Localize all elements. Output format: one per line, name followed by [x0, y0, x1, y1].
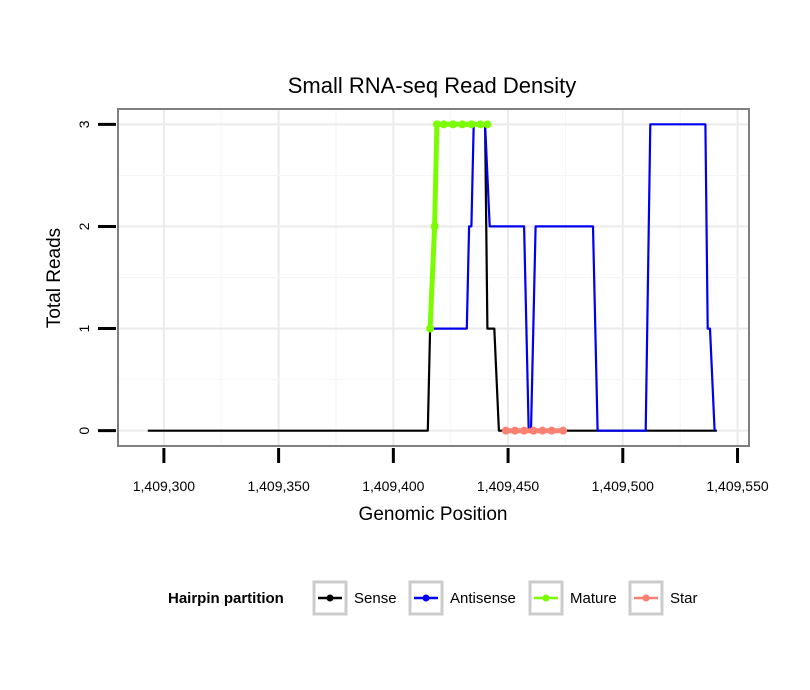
legend-label: Mature	[570, 590, 617, 607]
x-tick-label: 1,409,350	[247, 478, 309, 494]
series-mature	[426, 120, 492, 333]
data-point-mature	[476, 120, 485, 129]
data-point-star	[501, 426, 510, 435]
series-layer	[147, 120, 717, 435]
legend: Hairpin partition Sense Antisense Mature St…	[168, 580, 698, 616]
data-point-mature	[439, 120, 448, 129]
x-tick-label: 1,409,400	[362, 478, 424, 494]
legend-key-point	[422, 594, 430, 602]
series-star	[501, 426, 568, 435]
x-tick-label: 1,409,500	[592, 478, 654, 494]
x-tick-label: 1,409,300	[133, 478, 195, 494]
legend-item-star: Star	[628, 580, 698, 616]
y-tick-label: 0	[76, 427, 92, 435]
legend-key-point	[542, 594, 550, 602]
data-point-mature	[467, 120, 476, 129]
data-point-mature	[458, 120, 467, 129]
data-point-mature	[449, 120, 458, 129]
x-axis-label: Genomic Position	[359, 504, 508, 525]
data-point-mature	[426, 324, 435, 333]
legend-label: Star	[670, 590, 698, 607]
data-point-star	[559, 426, 568, 435]
x-tick-label: 1,409,450	[477, 478, 539, 494]
data-point-star	[538, 426, 547, 435]
data-point-star	[510, 426, 519, 435]
legend-item-sense: Sense	[312, 580, 397, 616]
y-tick-label: 3	[76, 120, 92, 128]
x-tick-label: 1,409,550	[706, 478, 768, 494]
legend-title: Hairpin partition	[168, 590, 284, 607]
y-tick-label: 1	[76, 324, 92, 332]
legend-label: Antisense	[450, 590, 516, 607]
y-tick-label: 2	[76, 222, 92, 230]
legend-key-point	[326, 594, 334, 602]
data-point-star	[520, 426, 529, 435]
legend-label: Sense	[354, 590, 397, 607]
legend-item-antisense: Antisense	[408, 580, 516, 616]
data-point-mature	[483, 120, 492, 129]
legend-key-point	[642, 594, 650, 602]
y-axis-label: Total Reads	[44, 228, 65, 328]
data-point-mature	[432, 120, 441, 129]
plot-panel-border	[117, 108, 750, 447]
axes: 1,409,300 1,409,350 1,409,400 1,409,450 1,40…	[76, 120, 769, 494]
legend-item-mature: Mature	[528, 580, 617, 616]
chart-title: Small RNA-seq Read Density	[288, 73, 577, 98]
data-point-mature	[430, 222, 439, 231]
data-point-star	[547, 426, 556, 435]
data-point-star	[529, 426, 538, 435]
